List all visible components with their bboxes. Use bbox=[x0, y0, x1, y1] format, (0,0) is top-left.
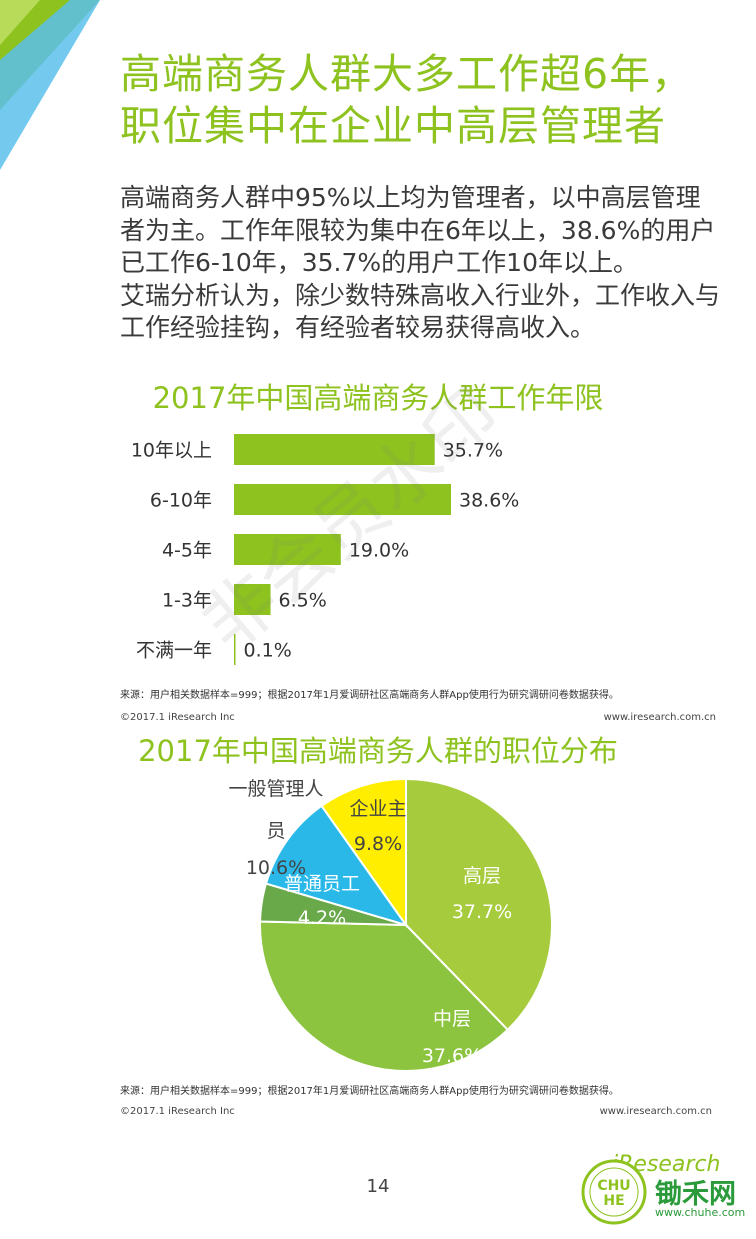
page-title: 高端商务人群大多工作超6年，职位集中在企业中高层管理者 bbox=[120, 50, 694, 150]
pie-slice bbox=[259, 920, 510, 1072]
pie-slice-name: 中层 bbox=[433, 1008, 471, 1030]
pie-slice-name: 企业主 bbox=[349, 798, 406, 820]
pie-slice-name: 普通员工 bbox=[284, 873, 360, 895]
bar-chart-website: www.iresearch.com.cn bbox=[603, 712, 716, 723]
chuhe-url: www.chuhe.com bbox=[655, 1206, 746, 1219]
corner-decoration bbox=[0, 0, 100, 170]
bar-value-label: 0.1% bbox=[244, 640, 292, 662]
bar-category-label: 1-3年 bbox=[162, 590, 212, 612]
bar bbox=[234, 584, 271, 615]
pie-slice bbox=[405, 777, 553, 1032]
work-years-bar-chart: 10年以上 35.7% 6-10年 38.6% 4-5年 19.0% 1-3年 6.5% 不满一… bbox=[131, 434, 519, 665]
svg-text:HE: HE bbox=[603, 1193, 624, 1209]
chuhe-name: 锄禾网 bbox=[655, 1179, 736, 1210]
bar-value-label: 6.5% bbox=[279, 590, 327, 612]
bar-chart-source: 来源：用户相关数据样本=999；根据2017年1月爱调研社区高端商务人群App使… bbox=[120, 690, 619, 701]
pie-slice-value: 37.6% bbox=[422, 1045, 482, 1067]
page-number: 14 bbox=[366, 1176, 390, 1197]
bar-category-label: 10年以上 bbox=[131, 440, 212, 462]
bar-chart-title: 2017年中国高端商务人群工作年限 bbox=[152, 381, 604, 415]
intro-paragraph-2: 艾瑞分析认为，除少数特殊高收入行业外，工作收入与工作经验挂钩，有经验者较易获得高… bbox=[120, 280, 721, 343]
bar bbox=[234, 534, 341, 565]
intro-text: 高端商务人群中95%以上均为管理者，以中高层管理者为主。工作年限较为集中在6年以… bbox=[120, 182, 720, 345]
bar-value-label: 35.7% bbox=[443, 440, 503, 462]
bar-category-label: 4-5年 bbox=[162, 540, 212, 562]
pie-slice-name-cont: 员 bbox=[266, 820, 285, 842]
bar-chart-copyright: ©2017.1 iResearch Inc bbox=[120, 712, 235, 723]
intro-paragraph-1: 高端商务人群中95%以上均为管理者，以中高层管理者为主。工作年限较为集中在6年以… bbox=[120, 183, 716, 277]
chuhe-seal-logo: CHU HE bbox=[581, 1159, 647, 1225]
pie-chart-copyright: ©2017.1 iResearch Inc bbox=[120, 1106, 235, 1117]
pie-slice-value: 4.2% bbox=[298, 907, 346, 929]
pie-slice-value: 37.7% bbox=[452, 901, 512, 923]
bar bbox=[234, 484, 451, 515]
bar bbox=[234, 634, 236, 665]
pie-slice-name: 高层 bbox=[463, 865, 501, 887]
pie-slice bbox=[320, 777, 407, 929]
pie-chart-website: www.iresearch.com.cn bbox=[599, 1106, 712, 1117]
pie-chart-title: 2017年中国高端商务人群的职位分布 bbox=[138, 734, 618, 768]
bar-category-label: 不满一年 bbox=[136, 640, 212, 662]
bar-category-label: 6-10年 bbox=[150, 490, 212, 512]
bar-value-label: 19.0% bbox=[349, 540, 409, 562]
bar bbox=[234, 434, 435, 465]
pie-slice bbox=[264, 804, 409, 927]
bar-value-label: 38.6% bbox=[459, 490, 519, 512]
pie-chart-source: 来源：用户相关数据样本=999；根据2017年1月爱调研社区高端商务人群App使… bbox=[120, 1086, 619, 1097]
pie-slice-value: 10.6% bbox=[246, 857, 306, 879]
pie-slice-name: 一般管理人 bbox=[228, 778, 323, 800]
pie-slice-value: 9.8% bbox=[354, 833, 402, 855]
svg-text:CHU: CHU bbox=[597, 1178, 630, 1194]
